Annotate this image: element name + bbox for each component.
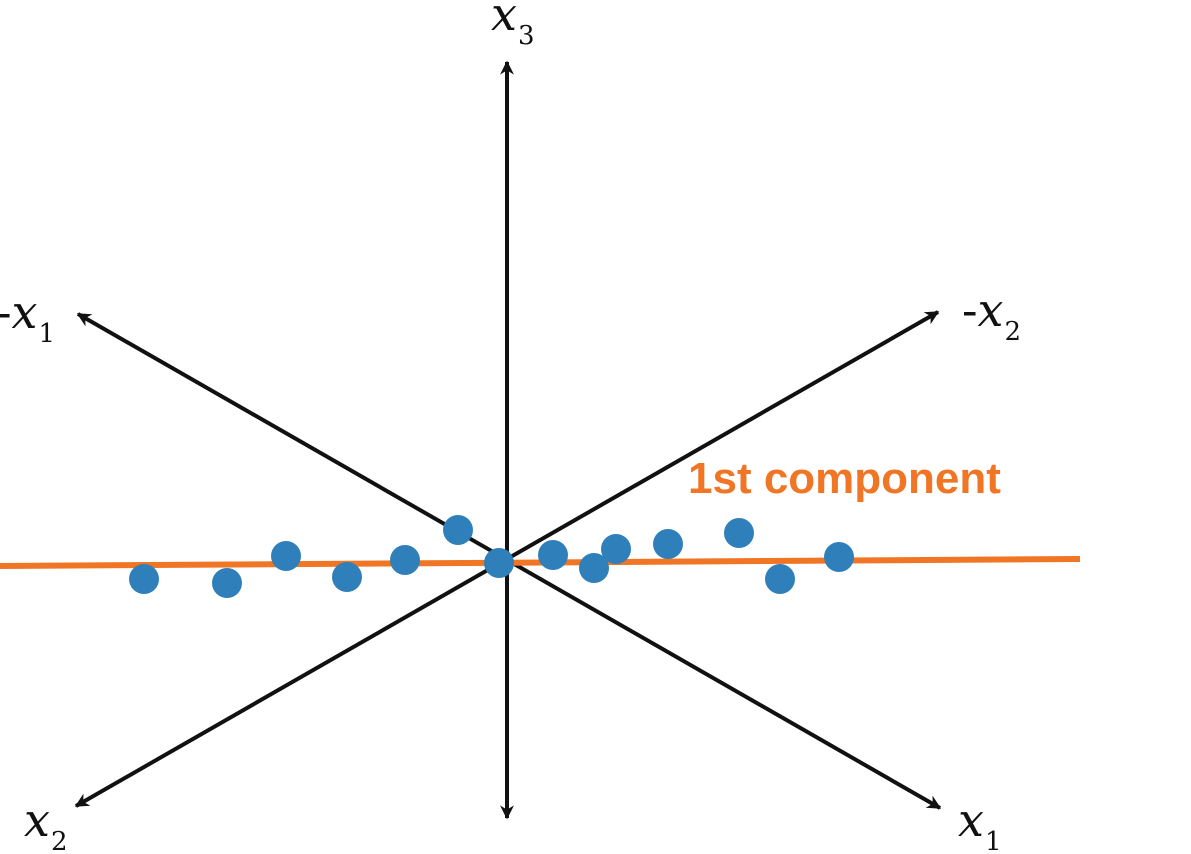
data-point	[538, 540, 568, 570]
axes	[74, 60, 942, 820]
data-point	[271, 541, 301, 571]
data-point	[332, 562, 362, 592]
data-point	[579, 553, 609, 583]
data-point	[824, 542, 854, 572]
data-point	[129, 564, 159, 594]
component-label: 1st component	[688, 454, 1001, 503]
data-point	[653, 529, 683, 559]
neg-x1-label: -x1	[0, 285, 55, 349]
neg-x2-label: -x2	[962, 283, 1021, 347]
x2-label: x2	[24, 793, 68, 854]
data-point	[765, 564, 795, 594]
data-point	[724, 518, 754, 548]
data-points	[129, 515, 854, 598]
data-point	[390, 545, 420, 575]
data-point	[601, 534, 631, 564]
data-point	[443, 515, 473, 545]
data-point	[212, 568, 242, 598]
x1-label: x1	[958, 793, 1002, 854]
data-point	[484, 548, 514, 578]
x3-label: x3	[491, 0, 535, 51]
component-line	[0, 556, 1081, 569]
